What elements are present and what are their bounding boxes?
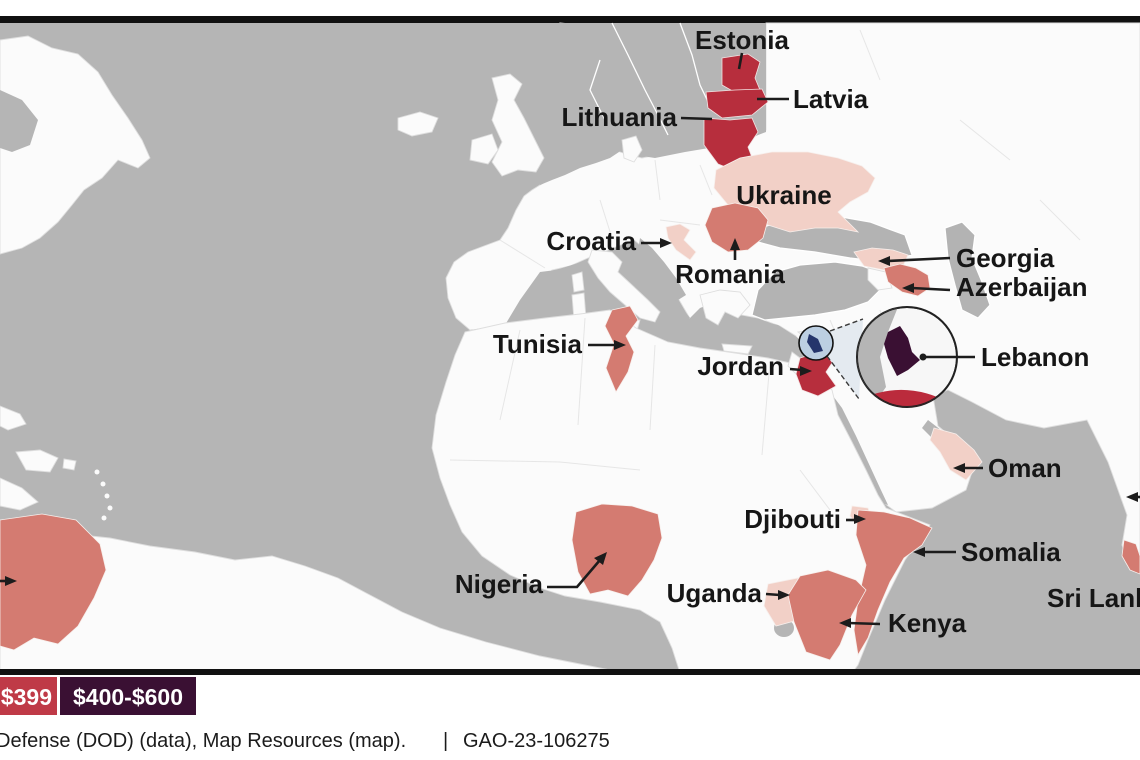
label-azerbaijan: Azerbaijan [956, 272, 1088, 302]
source-text: Defense (DOD) (data), Map Resources (map… [0, 730, 406, 752]
legend-label-400-600: $400-$600 [73, 684, 183, 710]
country-nigeria [571, 503, 663, 597]
label-uganda: Uganda [667, 578, 763, 608]
inset-lebanon-small [807, 334, 823, 353]
landmass-denmark [621, 135, 643, 163]
landmass-iceland [397, 111, 439, 137]
country-kenya [787, 569, 867, 661]
label-estonia: Estonia [695, 25, 789, 55]
inset-cone-edge-top [829, 318, 864, 332]
label-oman: Oman [988, 453, 1062, 483]
label-djibouti: Djibouti [744, 504, 841, 534]
map-bottom-border [0, 669, 1140, 675]
country-croatia [665, 223, 697, 261]
label-latvia: Latvia [793, 84, 869, 114]
island-hispaniola [15, 449, 59, 473]
label-tunisia: Tunisia [493, 329, 583, 359]
country-latvia [705, 88, 769, 119]
source-line: Defense (DOD) (data), Map Resources (map… [0, 730, 610, 752]
landmass-central-america [0, 477, 39, 511]
caspian-sea [944, 221, 991, 319]
inset-country-lebanon [884, 326, 920, 376]
legend-label-under-400: $399 [1, 684, 52, 710]
label-ukraine: Ukraine [736, 180, 831, 210]
landmass-greece [699, 289, 751, 326]
source-report-id: GAO-23-106275 [463, 730, 610, 752]
inset-cone-edge-bottom [826, 355, 860, 400]
hudson-bay [0, 90, 38, 152]
island-cuba [0, 405, 27, 431]
island-puerto-rico [62, 458, 77, 471]
red-sea [826, 392, 888, 505]
landmass-north-america [0, 35, 151, 255]
landmass-south-america [0, 533, 626, 674]
island-corsica [571, 271, 585, 293]
scandinavia-borders [589, 22, 713, 136]
map-top-border [0, 16, 1140, 23]
label-romania: Romania [675, 259, 785, 289]
label-lebanon: Lebanon [981, 342, 1089, 372]
label-lithuania: Lithuania [561, 102, 677, 132]
country-colombia [0, 513, 107, 651]
label-croatia: Croatia [546, 226, 636, 256]
legend-swatch-400-600 [60, 677, 196, 715]
country-somalia [853, 509, 933, 657]
lebanon-inset [798, 306, 958, 408]
legend-swatch-under-400 [0, 677, 57, 715]
inset-sea [857, 307, 898, 407]
landmass-ireland [469, 133, 499, 165]
country-sri-lanka [1121, 539, 1140, 575]
label-nigeria: Nigeria [455, 569, 544, 599]
country-romania [704, 202, 769, 253]
country-estonia [721, 53, 761, 94]
africa-borders-faint [449, 317, 831, 511]
mediterranean-sea [470, 258, 832, 388]
landmass-italy [587, 249, 661, 323]
label-kenya: Kenya [888, 608, 967, 638]
label-georgia: Georgia [956, 243, 1055, 273]
lesser-antilles [94, 469, 113, 521]
inset-cone [827, 319, 863, 399]
legend: $399 $400-$600 [0, 677, 196, 715]
country-tunisia [604, 305, 639, 393]
leader-lines [0, 52, 1140, 628]
source-divider: | [443, 730, 448, 752]
landmass-great-britain [491, 73, 545, 177]
label-somalia: Somalia [961, 537, 1061, 567]
island-crete [721, 343, 753, 355]
label-jordan: Jordan [697, 351, 784, 381]
adriatic-sea [638, 238, 686, 300]
label-sri-lanka: Sri Lanka [1047, 583, 1140, 613]
